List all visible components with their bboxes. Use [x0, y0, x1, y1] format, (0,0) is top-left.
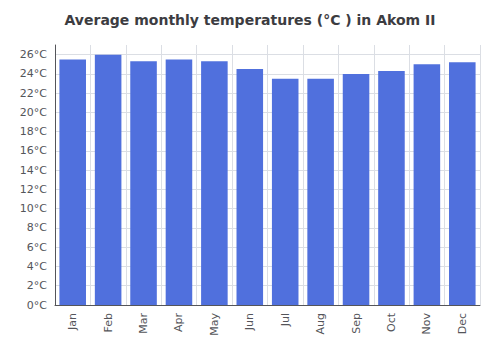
svg-text:Jan: Jan: [66, 313, 79, 331]
svg-text:May: May: [208, 313, 221, 336]
svg-text:14°C: 14°C: [20, 164, 47, 177]
svg-text:2°C: 2°C: [27, 279, 47, 292]
svg-text:Feb: Feb: [102, 313, 115, 332]
svg-text:Mar: Mar: [137, 313, 150, 334]
svg-text:Average monthly temperatures (: Average monthly temperatures (°C ) in Ak…: [65, 12, 436, 28]
svg-text:26°C: 26°C: [20, 48, 47, 61]
svg-text:Apr: Apr: [172, 313, 185, 333]
svg-text:Aug: Aug: [314, 313, 327, 334]
svg-text:Oct: Oct: [385, 312, 398, 332]
svg-text:16°C: 16°C: [20, 144, 47, 157]
svg-text:20°C: 20°C: [20, 106, 47, 119]
svg-text:Jun: Jun: [243, 313, 256, 331]
svg-text:10°C: 10°C: [20, 202, 47, 215]
svg-text:22°C: 22°C: [20, 87, 47, 100]
svg-text:24°C: 24°C: [20, 67, 47, 80]
svg-text:12°C: 12°C: [20, 183, 47, 196]
svg-text:Jul: Jul: [279, 313, 292, 327]
svg-text:Nov: Nov: [420, 313, 433, 335]
svg-text:0°C: 0°C: [27, 299, 47, 312]
svg-text:4°C: 4°C: [27, 260, 47, 273]
svg-text:8°C: 8°C: [27, 221, 47, 234]
svg-text:6°C: 6°C: [27, 241, 47, 254]
svg-text:Sep: Sep: [350, 313, 363, 334]
svg-text:18°C: 18°C: [20, 125, 47, 138]
svg-text:Dec: Dec: [456, 313, 469, 334]
